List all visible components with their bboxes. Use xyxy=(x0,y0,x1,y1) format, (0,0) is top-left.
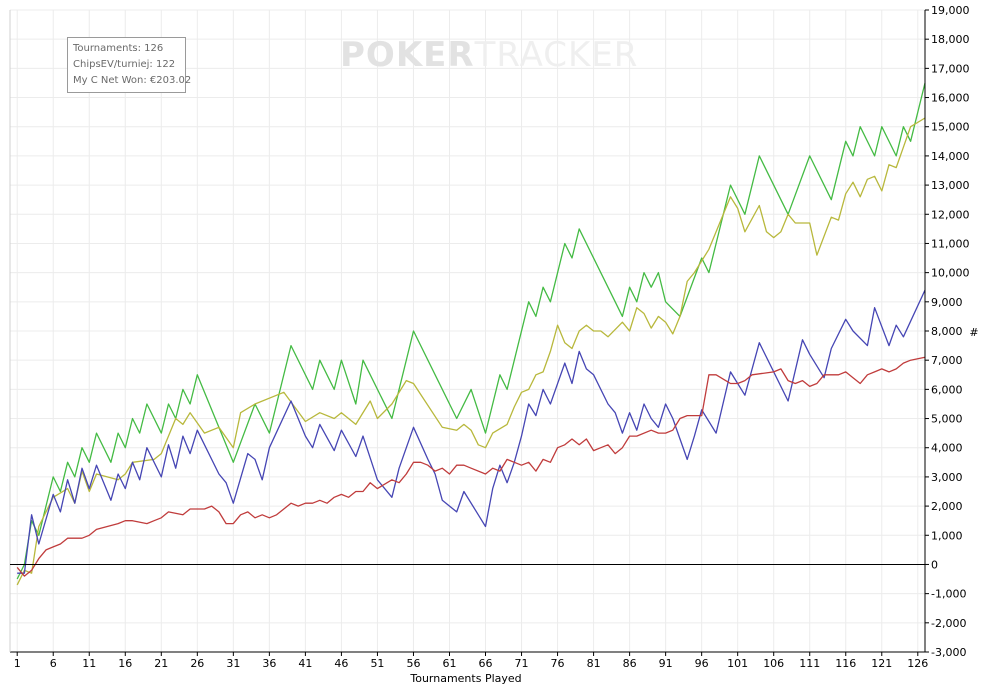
x-tick-label: 111 xyxy=(799,657,820,670)
x-tick-label: 81 xyxy=(587,657,601,670)
x-tick-label: 71 xyxy=(515,657,529,670)
x-tick-label: 1 xyxy=(14,657,21,670)
x-tick-label: 31 xyxy=(226,657,240,670)
series-line-2 xyxy=(16,117,926,586)
x-tick-label: 121 xyxy=(871,657,892,670)
y-tick-label: 3,000 xyxy=(931,471,963,484)
series-lines xyxy=(16,82,926,586)
y-tick-label: 9,000 xyxy=(931,296,963,309)
y-tick-label: 5,000 xyxy=(931,413,963,426)
y-tick-label: 19,000 xyxy=(931,4,970,17)
series-line-3 xyxy=(17,289,926,574)
x-tick-label: 96 xyxy=(695,657,709,670)
y-tick-label: 16,000 xyxy=(931,92,970,105)
stats-box: Tournaments: 126 ChipsEV/turniej: 122 My… xyxy=(67,37,192,93)
x-tick-label: 116 xyxy=(835,657,856,670)
svg-text:POKERTRACKER: POKERTRACKER xyxy=(340,35,638,75)
y-tick-label: 18,000 xyxy=(931,33,970,46)
y-axis-title: # xyxy=(969,326,978,339)
y-tick-label: 6,000 xyxy=(931,383,963,396)
x-tick-label: 76 xyxy=(551,657,565,670)
x-tick-label: 101 xyxy=(727,657,748,670)
y-axis-ticks: -3,000 -2,000 -1,000 0 1,000 2,000 3,000 4,000 5… xyxy=(925,4,970,659)
y-tick-label: 4,000 xyxy=(931,442,963,455)
x-tick-label: 56 xyxy=(406,657,420,670)
x-tick-label: 106 xyxy=(763,657,784,670)
y-tick-label: 15,000 xyxy=(931,121,970,134)
x-tick-label: 11 xyxy=(82,657,96,670)
y-tick-label: 7,000 xyxy=(931,354,963,367)
stats-tournaments: Tournaments: 126 xyxy=(73,43,164,54)
x-tick-label: 51 xyxy=(370,657,384,670)
y-tick-label: -2,000 xyxy=(931,617,966,630)
x-tick-label: 61 xyxy=(442,657,456,670)
x-tick-label: 6 xyxy=(50,657,57,670)
y-tick-label: 11,000 xyxy=(931,237,970,250)
y-tick-label: 13,000 xyxy=(931,179,970,192)
stats-net-won: My C Net Won: €203.02 xyxy=(73,75,192,86)
x-tick-label: 46 xyxy=(334,657,348,670)
x-axis-ticks: 1 6 11 16 21 26 31 36 41 46 51 56 61 66 71 76 81 86 91 96 10… xyxy=(14,652,928,670)
y-tick-label: 2,000 xyxy=(931,500,963,513)
grid-lines xyxy=(10,9,925,653)
series-line-4 xyxy=(16,356,926,577)
pokertracker-watermark: POKERTRACKER xyxy=(340,35,638,75)
y-tick-label: 12,000 xyxy=(931,208,970,221)
y-tick-label: 17,000 xyxy=(931,62,970,75)
y-tick-label: -3,000 xyxy=(931,646,966,659)
x-axis-title: Tournaments Played xyxy=(409,672,521,685)
x-tick-label: 86 xyxy=(623,657,637,670)
y-tick-label: 10,000 xyxy=(931,267,970,280)
y-tick-label: 8,000 xyxy=(931,325,963,338)
x-tick-label: 36 xyxy=(262,657,276,670)
y-tick-label: -1,000 xyxy=(931,588,966,601)
y-tick-label: 1,000 xyxy=(931,529,963,542)
x-tick-label: 16 xyxy=(118,657,132,670)
watermark-poker: POKER xyxy=(340,35,475,75)
x-tick-label: 41 xyxy=(298,657,312,670)
x-tick-label: 66 xyxy=(479,657,493,670)
x-tick-label: 91 xyxy=(659,657,673,670)
x-tick-label: 21 xyxy=(154,657,168,670)
y-tick-label: 14,000 xyxy=(931,150,970,163)
stats-chipsev: ChipsEV/turniej: 122 xyxy=(73,59,176,70)
x-tick-label: 126 xyxy=(907,657,928,670)
y-tick-label: 0 xyxy=(931,558,938,571)
series-line-1 xyxy=(16,82,926,580)
x-tick-label: 26 xyxy=(190,657,204,670)
watermark-tracker: TRACKER xyxy=(474,35,639,75)
